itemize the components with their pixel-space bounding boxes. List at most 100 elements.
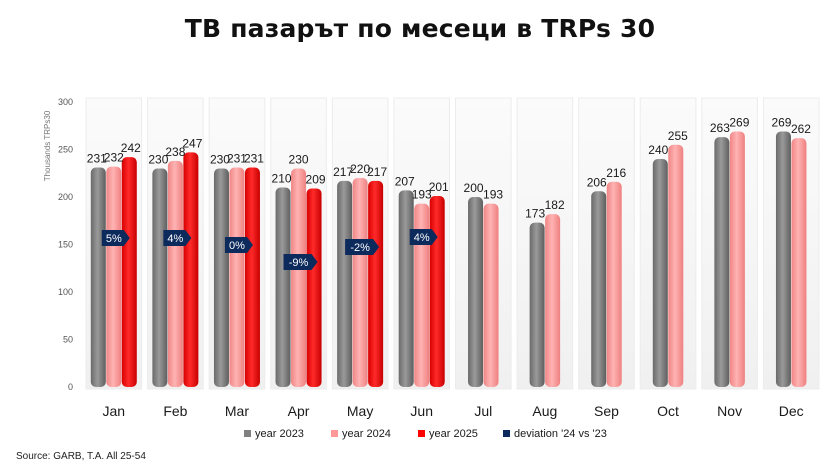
month-background	[701, 97, 758, 390]
data-label: 206	[587, 175, 607, 189]
data-label: 210	[272, 172, 292, 186]
bar-year-2024	[229, 167, 245, 387]
bar-year-2025	[183, 152, 199, 387]
data-label: 240	[648, 143, 668, 157]
bar-year-2024	[106, 166, 122, 387]
bar-year-2024	[791, 138, 807, 387]
x-tick-label: Nov	[717, 403, 742, 419]
source-note: Source: GARB, T.A. All 25-54	[16, 451, 146, 462]
deviation-marker	[409, 229, 438, 245]
legend-label: year 2024	[342, 428, 391, 440]
x-tick-label: Dec	[779, 403, 804, 419]
data-label: 173	[525, 207, 545, 221]
data-label: 263	[710, 121, 730, 135]
y-tick-label: 50	[63, 335, 73, 345]
deviation-marker	[224, 237, 253, 253]
data-label: 193	[412, 188, 432, 202]
y-tick-label: 150	[58, 240, 73, 250]
bar-year-2025	[429, 196, 445, 387]
legend-label: year 2025	[429, 428, 478, 440]
y-tick-label: 0	[68, 382, 73, 392]
bar-year-2024	[167, 160, 183, 387]
data-label: 182	[545, 198, 565, 212]
month-background	[516, 97, 574, 390]
bars	[90, 131, 807, 387]
legend-label: year 2023	[255, 428, 304, 440]
bar-year-2023	[529, 222, 545, 387]
x-tick-label: Apr	[288, 403, 310, 419]
y-axis-ticks: 0 50 100 150 200 250 300	[58, 97, 73, 392]
bar-year-2023	[152, 168, 168, 387]
legend-swatch	[418, 430, 425, 437]
data-label: 200	[464, 181, 484, 195]
x-tick-label: Jul	[474, 403, 492, 419]
bar-year-2023	[275, 187, 291, 387]
bar-year-2023	[775, 131, 791, 387]
deviation-label: 5%	[106, 233, 122, 245]
bar-year-2024	[668, 144, 684, 387]
data-label: 247	[182, 136, 202, 150]
data-label: 217	[333, 165, 353, 179]
bar-year-2025	[121, 157, 137, 387]
bar-year-2024	[291, 168, 307, 387]
deviation-label: 4%	[167, 233, 183, 245]
deviation-marker	[101, 230, 130, 246]
bar-year-2023	[213, 168, 229, 387]
y-tick-label: 250	[58, 145, 73, 155]
deviation-marker	[283, 254, 318, 270]
legend-swatch	[244, 430, 251, 437]
data-label: 231	[87, 152, 107, 166]
bar-year-2024	[414, 203, 430, 387]
data-label: 216	[606, 166, 626, 180]
deviation-label: 0%	[229, 240, 245, 252]
bar-year-2025	[244, 167, 260, 387]
x-axis-ticks: Jan Feb Mar Apr May Jun Jul Aug Sep Oct Nov Dec	[103, 403, 804, 419]
y-tick-label: 200	[58, 192, 73, 202]
y-axis-label: Thousands TRPs30	[43, 110, 52, 181]
month-background	[639, 97, 697, 390]
bar-year-2023	[90, 167, 106, 387]
x-tick-label: Sep	[594, 403, 619, 419]
bar-year-2024	[606, 181, 622, 387]
data-label: 242	[121, 141, 141, 155]
x-tick-label: Mar	[225, 403, 249, 419]
data-label: 207	[395, 174, 415, 188]
data-label: 217	[367, 165, 387, 179]
legend-swatch	[331, 430, 338, 437]
deviation-marker	[345, 239, 380, 255]
x-tick-label: May	[347, 403, 373, 419]
chart-title: ТВ пазарът по месеци в TRPs 30	[184, 14, 656, 43]
bar-year-2024	[729, 131, 745, 387]
x-tick-label: Jan	[103, 403, 126, 419]
data-label: 262	[791, 122, 811, 136]
legend-label: deviation '24 vs '23	[514, 428, 607, 440]
data-label: 209	[306, 172, 326, 186]
data-label: 220	[350, 162, 370, 176]
x-tick-label: Oct	[657, 403, 679, 419]
month-background	[578, 97, 635, 390]
data-label: 193	[483, 188, 503, 202]
bar-year-2024	[483, 203, 499, 387]
data-label: 201	[429, 180, 449, 194]
bar-year-2024	[352, 178, 368, 387]
data-label: 230	[210, 153, 230, 167]
bar-year-2023	[714, 137, 730, 387]
data-label: 232	[104, 151, 124, 165]
y-tick-label: 100	[58, 287, 73, 297]
bar-year-2025	[368, 180, 384, 387]
data-label: 230	[148, 153, 168, 167]
deviation-markers: 5% 4% 0% -9% -2% 4%	[101, 229, 438, 270]
data-label: 269	[729, 115, 749, 129]
data-label: 230	[289, 153, 309, 167]
bar-year-2023	[652, 159, 668, 387]
deviation-label: -2%	[350, 242, 370, 254]
bar-year-2023	[468, 197, 484, 387]
bar-year-2025	[306, 188, 322, 387]
deviation-label: 4%	[414, 232, 430, 244]
x-tick-label: Feb	[163, 403, 187, 419]
data-label: 269	[771, 115, 791, 129]
data-label: 255	[668, 129, 688, 143]
bar-year-2023	[591, 191, 607, 387]
month-background	[455, 97, 512, 390]
